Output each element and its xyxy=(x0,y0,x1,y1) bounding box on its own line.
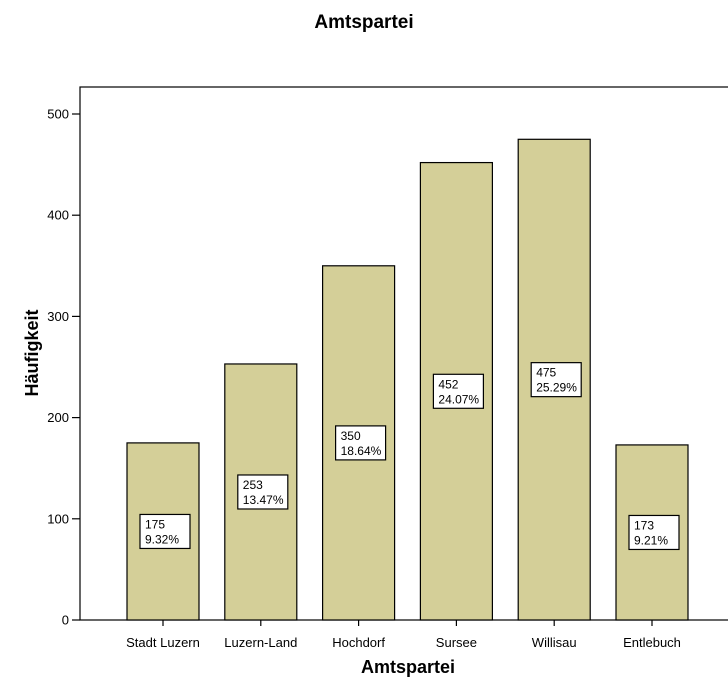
x-tick-label: Willisau xyxy=(532,635,577,650)
data-label-count: 452 xyxy=(438,377,458,391)
data-label-count: 350 xyxy=(341,429,361,443)
data-label-count: 253 xyxy=(243,478,263,492)
data-label-box xyxy=(237,474,289,510)
chart-title: Amtspartei xyxy=(314,12,413,33)
data-label-percent: 13.47% xyxy=(243,493,284,507)
data-label-percent: 9.32% xyxy=(145,532,179,546)
x-axis-title: Amtspartei xyxy=(361,657,455,677)
y-axis-title: Häufigkeit xyxy=(22,309,42,396)
data-label-count: 173 xyxy=(634,518,654,532)
data-label-box xyxy=(530,362,582,398)
x-tick-label: Sursee xyxy=(436,635,477,650)
y-tick-label: 300 xyxy=(47,309,69,324)
y-tick-label: 400 xyxy=(47,208,69,223)
y-tick-label: 100 xyxy=(47,511,69,526)
x-tick-label: Stadt Luzern xyxy=(126,635,200,650)
data-label-box xyxy=(335,425,387,461)
y-tick-label: 0 xyxy=(62,613,69,628)
data-label-percent: 25.29% xyxy=(536,381,577,395)
y-axis: 0 100 200 300 400 500 xyxy=(47,107,80,628)
x-tick-label: Luzern-Land xyxy=(224,635,297,650)
data-label-percent: 9.21% xyxy=(634,533,668,547)
y-tick-label: 500 xyxy=(47,107,69,122)
x-tick-label: Entlebuch xyxy=(623,635,681,650)
x-tick-label: Hochdorf xyxy=(332,635,385,650)
y-tick-label: 200 xyxy=(47,410,69,425)
data-label-percent: 24.07% xyxy=(438,392,479,406)
data-label-box xyxy=(628,514,680,551)
data-label-box xyxy=(432,373,484,409)
x-axis: Stadt Luzern Luzern-Land Hochdorf Sursee Wil… xyxy=(126,620,681,650)
data-label-count: 175 xyxy=(145,517,165,531)
data-label-box xyxy=(139,513,191,550)
data-label-percent: 18.64% xyxy=(341,444,382,458)
data-label-count: 475 xyxy=(536,366,556,380)
